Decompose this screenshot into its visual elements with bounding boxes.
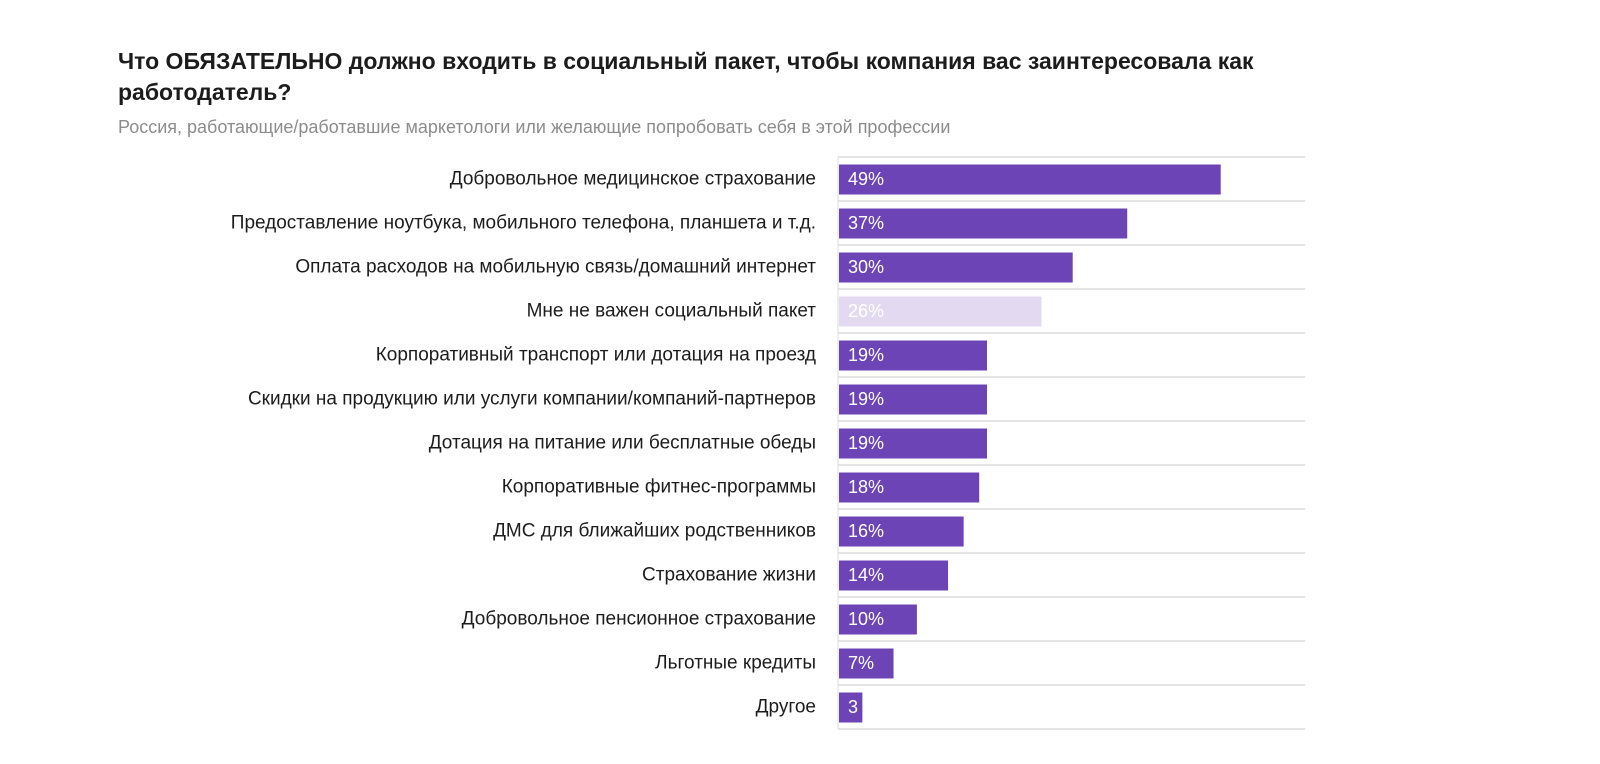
category-label: Скидки на продукцию или услуги компании/… (248, 389, 816, 410)
bar (839, 252, 1073, 283)
bar (839, 164, 1221, 195)
category-label: Добровольное медицинское страхование (450, 169, 816, 190)
value-label: 10% (848, 609, 884, 629)
value-label: 37% (848, 213, 884, 233)
value-label: 3 (848, 697, 858, 717)
bar (839, 692, 863, 723)
category-labels: Добровольное медицинское страхование Пред… (231, 169, 817, 718)
value-label: 49% (848, 169, 884, 189)
bars (839, 164, 1221, 723)
category-label: Корпоративный транспорт или дотация на п… (376, 345, 816, 366)
category-label: Оплата расходов на мобильную связь/домаш… (295, 257, 816, 278)
bar (839, 516, 964, 547)
value-label: 14% (848, 565, 884, 585)
category-label: Добровольное пенсионное страхование (462, 609, 816, 630)
bar (839, 384, 988, 415)
category-label: Мне не важен социальный пакет (527, 301, 817, 322)
chart-subtitle: Россия, работающие/работавшие маркетолог… (118, 117, 951, 137)
category-label: Страхование жизни (642, 565, 816, 586)
value-label: 18% (848, 477, 884, 497)
category-label: Льготные кредиты (655, 653, 816, 674)
value-label: 30% (848, 257, 884, 277)
value-label: 26% (848, 301, 884, 321)
value-label: 19% (848, 433, 884, 453)
value-label: 7% (848, 653, 874, 673)
bar (839, 296, 1042, 327)
value-label: 19% (848, 345, 884, 365)
value-label: 19% (848, 389, 884, 409)
bar (839, 208, 1128, 239)
chart-title: Что ОБЯЗАТЕЛЬНО должно входить в социаль… (118, 48, 1254, 105)
bar (839, 648, 894, 679)
value-label: 16% (848, 521, 884, 541)
grid-lines (837, 156, 1305, 730)
category-label: Предоставление ноутбука, мобильного теле… (231, 213, 816, 234)
value-labels: 49% 37% 30% 26% 19% 19% 19% 18% 16% 14% 10% 7% 3 (848, 169, 884, 717)
category-label: Корпоративные фитнес-программы (502, 477, 816, 498)
bar (839, 560, 949, 591)
category-label: ДМС для ближайших родственников (493, 521, 816, 542)
bar (839, 340, 988, 371)
bar (839, 428, 988, 459)
bar (839, 472, 980, 503)
category-label: Дотация на питание или бесплатные обеды (429, 433, 816, 454)
bar (839, 604, 917, 635)
category-label: Другое (756, 697, 816, 718)
